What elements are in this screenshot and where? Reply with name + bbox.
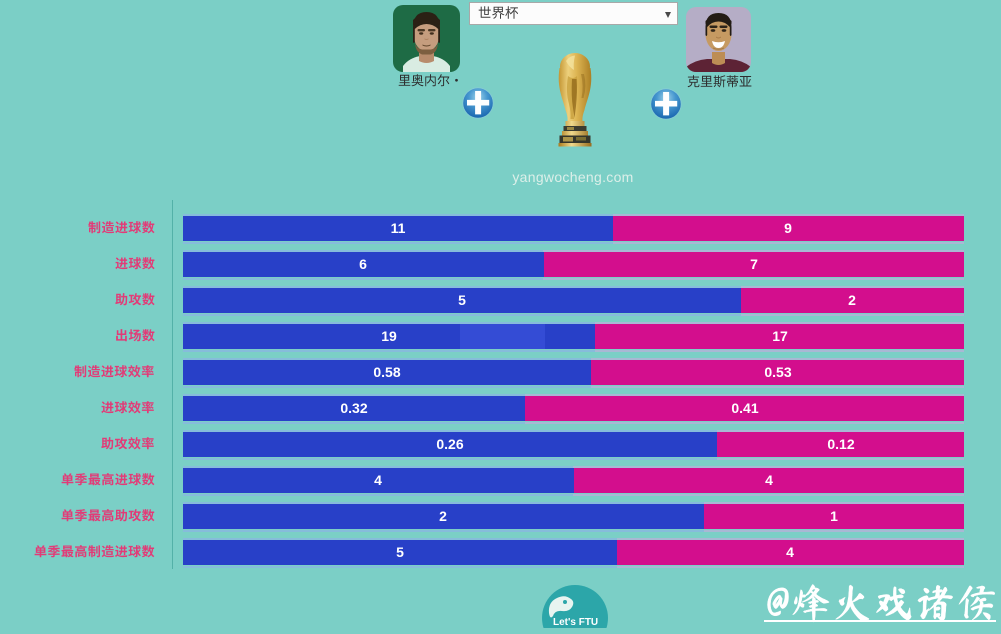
svg-text:Let's FTU: Let's FTU <box>553 617 598 628</box>
